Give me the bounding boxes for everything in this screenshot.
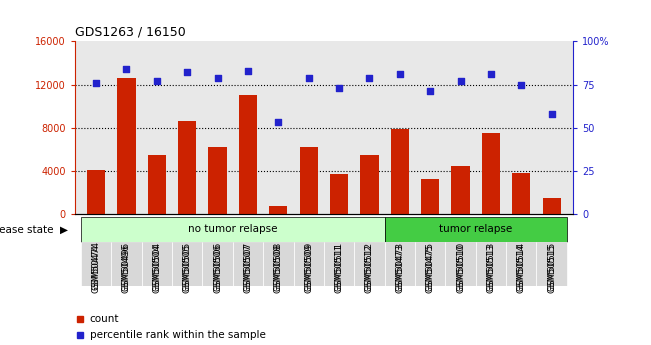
Text: GSM50506: GSM50506	[213, 241, 222, 291]
Point	[546, 111, 557, 117]
Point	[243, 68, 253, 73]
Bar	[87, 170, 105, 214]
FancyBboxPatch shape	[202, 241, 233, 286]
Bar	[178, 121, 197, 214]
FancyBboxPatch shape	[506, 241, 536, 286]
Point	[486, 71, 496, 77]
Bar	[512, 173, 531, 214]
Point	[425, 89, 436, 94]
Text: GSM50508: GSM50508	[274, 241, 283, 291]
FancyBboxPatch shape	[263, 241, 294, 286]
Bar	[542, 198, 561, 214]
FancyBboxPatch shape	[142, 241, 172, 286]
Text: GSM50474: GSM50474	[92, 241, 101, 290]
Text: GSM50473: GSM50473	[395, 244, 404, 293]
FancyBboxPatch shape	[445, 241, 476, 286]
Point	[121, 66, 132, 72]
Bar	[239, 95, 257, 214]
Point	[273, 120, 284, 125]
Bar	[330, 174, 348, 214]
Bar	[360, 155, 378, 214]
FancyBboxPatch shape	[415, 241, 445, 286]
Point	[182, 70, 193, 75]
Text: GSM50512: GSM50512	[365, 241, 374, 290]
Bar	[451, 166, 469, 214]
FancyBboxPatch shape	[81, 217, 385, 241]
Bar	[270, 206, 288, 214]
FancyBboxPatch shape	[172, 241, 202, 286]
Bar	[391, 129, 409, 214]
Text: GSM50473: GSM50473	[395, 241, 404, 290]
Text: GSM50513: GSM50513	[486, 241, 495, 291]
FancyBboxPatch shape	[385, 241, 415, 286]
Point	[91, 80, 102, 86]
Text: GSM50509: GSM50509	[304, 241, 313, 291]
Text: GSM50515: GSM50515	[547, 241, 556, 291]
Bar	[421, 179, 439, 214]
Text: GDS1263 / 16150: GDS1263 / 16150	[75, 26, 186, 39]
Point	[395, 71, 405, 77]
Bar	[299, 147, 318, 214]
Text: GSM50496: GSM50496	[122, 244, 131, 293]
Point	[212, 75, 223, 80]
Text: GSM50514: GSM50514	[517, 241, 526, 290]
Text: GSM50515: GSM50515	[547, 244, 556, 293]
Text: count: count	[90, 314, 119, 324]
FancyBboxPatch shape	[385, 217, 567, 241]
Bar	[482, 133, 500, 214]
Point	[455, 78, 465, 84]
Text: GSM50512: GSM50512	[365, 244, 374, 293]
Text: no tumor relapse: no tumor relapse	[188, 225, 277, 234]
FancyBboxPatch shape	[324, 241, 354, 286]
Text: GSM50507: GSM50507	[243, 241, 253, 291]
Text: GSM50508: GSM50508	[274, 244, 283, 293]
FancyBboxPatch shape	[476, 241, 506, 286]
Point	[516, 82, 527, 87]
Text: disease state  ▶: disease state ▶	[0, 225, 68, 234]
FancyBboxPatch shape	[354, 241, 385, 286]
FancyBboxPatch shape	[81, 241, 111, 286]
Text: GSM50475: GSM50475	[426, 244, 435, 293]
Bar	[117, 78, 135, 214]
Text: GSM50505: GSM50505	[183, 244, 192, 293]
Text: GSM50510: GSM50510	[456, 241, 465, 291]
Text: GSM50475: GSM50475	[426, 241, 435, 290]
Text: GSM50511: GSM50511	[335, 244, 344, 293]
Text: GSM50509: GSM50509	[304, 244, 313, 293]
FancyBboxPatch shape	[111, 241, 142, 286]
Text: GSM50510: GSM50510	[456, 244, 465, 293]
FancyBboxPatch shape	[536, 241, 567, 286]
Text: GSM50511: GSM50511	[335, 241, 344, 291]
FancyBboxPatch shape	[294, 241, 324, 286]
Bar	[148, 155, 166, 214]
Text: percentile rank within the sample: percentile rank within the sample	[90, 330, 266, 339]
Text: GSM50507: GSM50507	[243, 244, 253, 293]
Text: tumor relapse: tumor relapse	[439, 225, 512, 234]
Point	[152, 78, 162, 84]
Point	[334, 85, 344, 91]
Text: GSM50513: GSM50513	[486, 244, 495, 293]
Text: GSM50474: GSM50474	[92, 244, 101, 293]
Bar	[208, 147, 227, 214]
Text: GSM50514: GSM50514	[517, 244, 526, 293]
Text: GSM50504: GSM50504	[152, 244, 161, 293]
Text: GSM50505: GSM50505	[183, 241, 192, 291]
FancyBboxPatch shape	[233, 241, 263, 286]
Text: GSM50496: GSM50496	[122, 241, 131, 290]
Point	[364, 75, 374, 80]
Point	[303, 75, 314, 80]
Text: GSM50504: GSM50504	[152, 241, 161, 290]
Text: GSM50506: GSM50506	[213, 244, 222, 293]
